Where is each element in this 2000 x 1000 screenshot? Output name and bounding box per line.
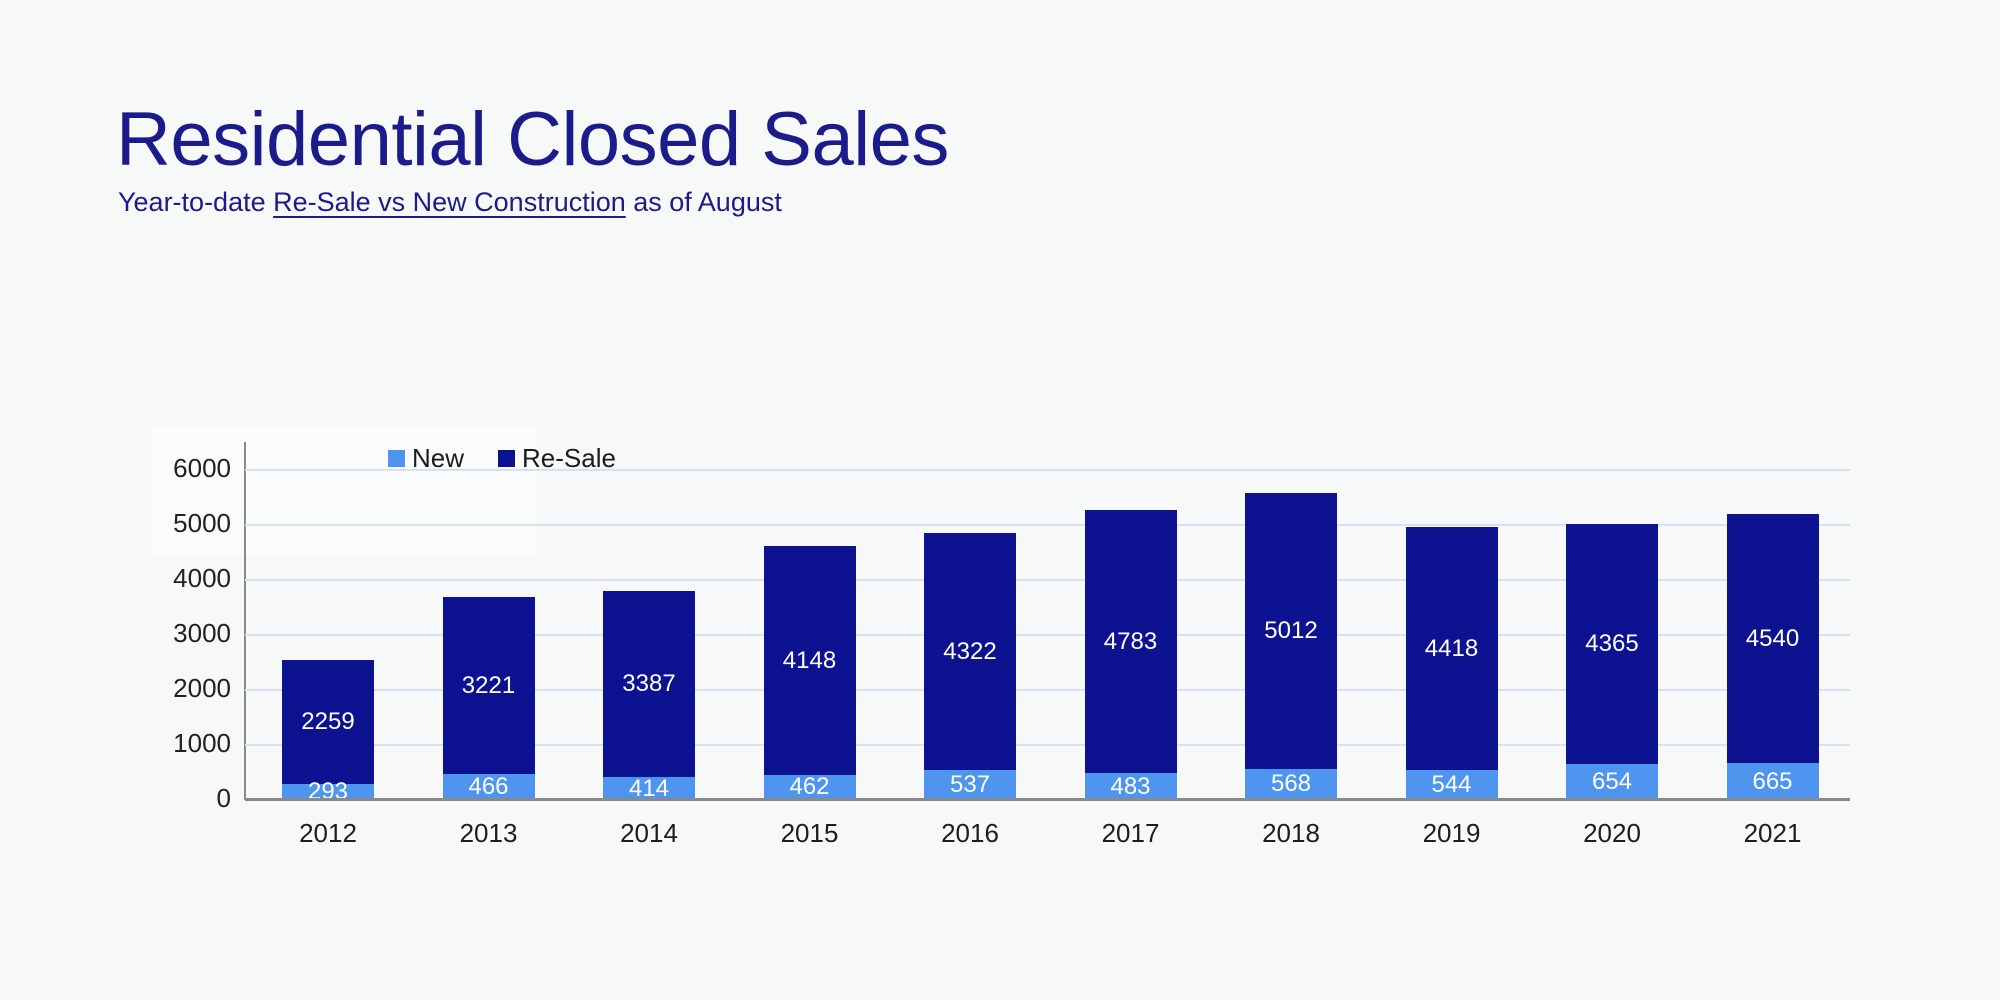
bar-value-label-new-2015: 462: [789, 773, 830, 800]
bar-segment-new-2019: 544: [1405, 770, 1498, 800]
bar-group-2012: 2259 293: [282, 659, 374, 800]
bar-segment-resale-2018: 5012: [1245, 493, 1337, 769]
legend-swatch-resale-icon: [498, 449, 515, 467]
gridline-2000: [245, 689, 1850, 691]
y-axis-tick-label: 4000: [173, 563, 231, 593]
legend-label: New: [412, 443, 465, 473]
bar-group-2014: 3387 414: [603, 590, 695, 800]
legend-label: Re-Sale: [522, 443, 616, 473]
y-axis-line: [244, 442, 246, 800]
bar-value-label-resale-2015: 4148: [782, 646, 837, 674]
bar-value-label-resale-2021: 4540: [1745, 624, 1800, 652]
bar-group-2019: 4418 544: [1405, 527, 1498, 800]
bar-group-2018: 5012 568: [1245, 493, 1337, 800]
bar-value-label-resale-2018: 5012: [1264, 616, 1318, 644]
bar-value-label-resale-2016: 4322: [943, 637, 997, 665]
x-axis-line: [245, 798, 1850, 801]
bar-value-label-new-2016: 537: [949, 771, 991, 799]
x-axis-tick-label-2016: 2016: [941, 818, 999, 848]
bar-value-label-new-2018: 568: [1270, 770, 1312, 798]
bar-segment-new-2021: 665: [1726, 763, 1819, 800]
bar-value-label-resale-2014: 3387: [622, 670, 676, 698]
bar-segment-resale-2015: 4148: [763, 546, 856, 775]
bar-value-label-new-2017: 483: [1110, 772, 1151, 800]
bar-segment-resale-2016: 4322: [924, 532, 1016, 771]
bar-segment-new-2013: 466: [442, 773, 535, 800]
y-axis-tick-label: 6000: [173, 453, 231, 483]
x-axis-tick-label-2019: 2019: [1422, 818, 1481, 848]
y-axis-tick-label: 2000: [173, 673, 231, 703]
gridline-4000: [245, 579, 1850, 581]
bar-value-label-resale-2020: 4365: [1585, 630, 1639, 657]
bar-segment-resale-2013: 3221: [442, 597, 535, 775]
x-axis-tick-label-2012: 2012: [299, 818, 357, 848]
x-axis-tick-label-2020: 2020: [1583, 818, 1641, 848]
bar-segment-new-2020: 654: [1566, 764, 1658, 800]
x-axis-tick-label-2013: 2013: [459, 818, 518, 848]
bar-group-2013: 3221 466: [442, 597, 535, 800]
bar-value-label-resale-2019: 4418: [1424, 634, 1479, 662]
bar-segment-resale-2014: 3387: [603, 590, 695, 778]
bar-segment-resale-2017: 4783: [1084, 510, 1177, 774]
page-title: Residential Closed Sales: [116, 97, 949, 182]
bar-value-label-new-2020: 654: [1591, 768, 1633, 796]
subtitle-suffix: as of August: [625, 187, 782, 217]
stacked-bar-chart: 0 1000 2000 3000 4000 5000 6000 2259 293 2012 3221…: [173, 440, 1850, 848]
gridline-6000: [245, 469, 1850, 471]
y-axis-tick-label: 1000: [173, 728, 231, 758]
y-axis-tick-label: 0: [216, 783, 231, 813]
bar-value-label-resale-2012: 2259: [301, 707, 355, 735]
bar-value-label-resale-2017: 4783: [1103, 627, 1158, 655]
bar-value-label-new-2013: 466: [468, 773, 509, 800]
bar-segment-resale-2012: 2259: [282, 659, 374, 784]
bar-segment-new-2014: 414: [603, 774, 695, 800]
bar-group-2020: 4365 654: [1566, 523, 1658, 800]
legend-item-new: New: [388, 445, 464, 471]
bar-value-label-new-2012: 293: [307, 777, 349, 800]
bar-group-2015: 4148 462: [763, 546, 856, 800]
y-axis-tick-label: 5000: [173, 508, 231, 538]
subtitle-underlined-text: Re-Sale vs New Construction: [273, 187, 626, 217]
subtitle-prefix: Year-to-date: [118, 187, 274, 217]
bar-value-label-resale-2013: 3221: [461, 671, 516, 699]
x-axis-tick-label-2014: 2014: [620, 818, 678, 848]
bar-segment-new-2015: 462: [763, 773, 856, 800]
bar-value-label-new-2014: 414: [628, 774, 670, 800]
bar-segment-resale-2020: 4365: [1566, 523, 1658, 765]
bar-value-label-new-2021: 665: [1752, 767, 1793, 795]
gridline-5000: [245, 524, 1850, 526]
bar-segment-new-2018: 568: [1245, 768, 1337, 800]
y-axis-tick-label: 3000: [173, 618, 231, 648]
bar-value-label-new-2019: 544: [1431, 771, 1472, 799]
bar-segment-resale-2021: 4540: [1726, 513, 1819, 764]
x-axis-tick-label-2021: 2021: [1743, 818, 1802, 848]
x-axis-tick-label-2015: 2015: [780, 818, 839, 848]
legend-swatch-new-icon: [388, 449, 405, 467]
gridline-3000: [245, 634, 1850, 636]
bar-group-2021: 4540 665: [1726, 513, 1819, 800]
bar-segment-resale-2019: 4418: [1405, 527, 1498, 771]
legend-item-resale: Re-Sale: [498, 445, 616, 471]
bar-group-2016: 4322 537: [924, 532, 1016, 800]
x-axis-tick-label-2017: 2017: [1101, 818, 1160, 848]
page-subtitle: Year-to-date Re-Sale vs New Construction…: [118, 187, 782, 218]
bar-segment-new-2012: 293: [282, 778, 374, 800]
bar-group-2017: 4783 483: [1084, 510, 1177, 800]
bar-segment-new-2017: 483: [1084, 772, 1177, 800]
x-axis-tick-label-2018: 2018: [1262, 818, 1320, 848]
gridline-1000: [245, 744, 1850, 746]
bar-segment-new-2016: 537: [924, 770, 1016, 800]
